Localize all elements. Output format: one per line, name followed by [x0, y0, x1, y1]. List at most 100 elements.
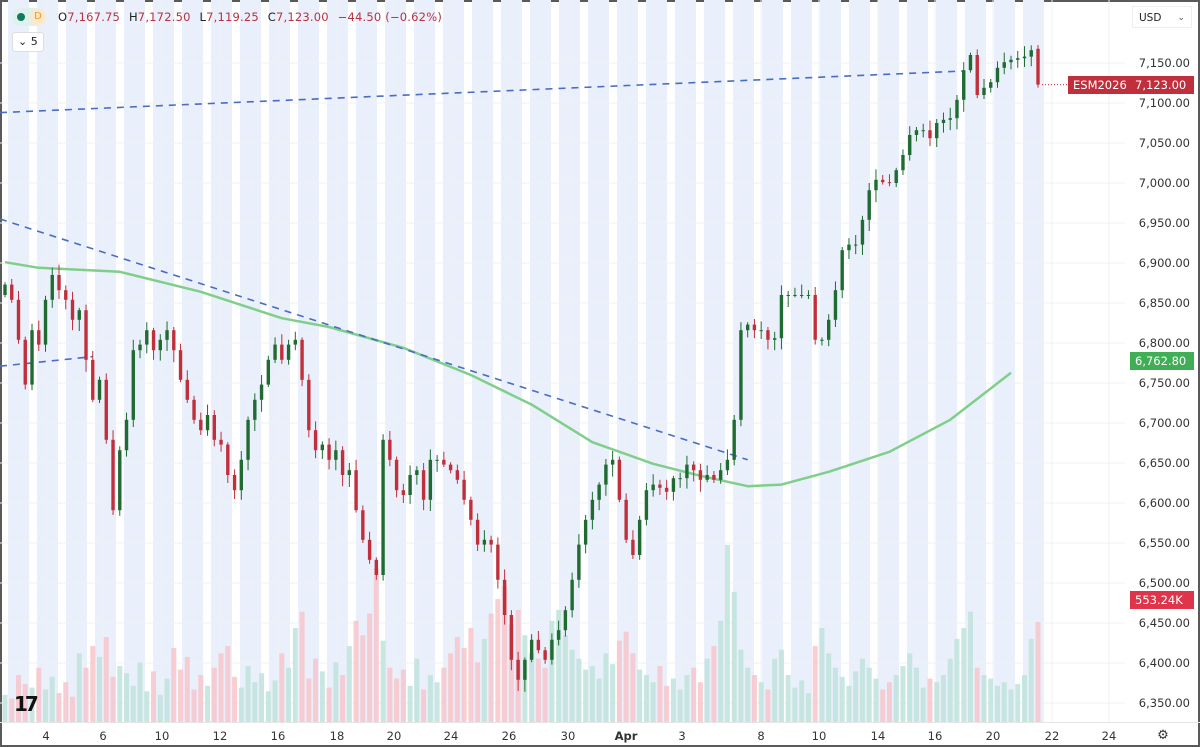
- volume-bar: [947, 658, 953, 722]
- market-open-dot-icon: [17, 13, 25, 21]
- volume-bar: [90, 646, 96, 722]
- candle: [280, 334, 284, 364]
- chevron-down-icon: ⌄: [18, 35, 28, 48]
- candle-body: [70, 299, 75, 320]
- candle-body: [300, 339, 304, 380]
- candle-body: [745, 324, 750, 331]
- candle: [887, 174, 892, 187]
- candle-body: [502, 579, 507, 615]
- candle: [334, 440, 338, 471]
- candle: [536, 631, 541, 654]
- candle-body: [37, 330, 41, 345]
- volume-bar: [299, 611, 305, 722]
- candle: [671, 475, 676, 501]
- candle-body: [313, 430, 318, 451]
- volume-bar: [866, 667, 872, 722]
- candle-body: [151, 330, 156, 351]
- indicators-collapse-button[interactable]: ⌄ 5: [12, 32, 44, 52]
- volume-bar: [245, 665, 251, 722]
- candle: [300, 337, 304, 387]
- candle: [962, 62, 966, 112]
- currency-selector[interactable]: USD ⌄: [1132, 6, 1192, 28]
- candle: [955, 95, 959, 130]
- candle: [529, 634, 534, 663]
- candle-body: [550, 639, 554, 660]
- volume-bar: [306, 678, 312, 722]
- candle: [57, 264, 61, 299]
- candle-body: [914, 130, 919, 135]
- candle: [766, 327, 770, 350]
- time-axis: 4 6 10 12 16 18 20 24 26 30 Apr 3 8 10 14 16 20 22 24: [42, 729, 1116, 743]
- candle-body: [651, 484, 655, 491]
- candle-body: [563, 610, 568, 631]
- volume-bar: [664, 685, 670, 722]
- time-tick-label: 6: [99, 729, 106, 743]
- tradingview-logo[interactable]: 17: [14, 692, 39, 716]
- candle-body: [84, 310, 88, 360]
- candle-body: [3, 284, 7, 295]
- volume-bar: [819, 628, 825, 722]
- volume-bar: [785, 675, 791, 722]
- candle: [509, 610, 514, 671]
- volume-bar: [792, 687, 798, 722]
- candle: [469, 496, 473, 526]
- volume-bar: [832, 667, 838, 722]
- candle-body: [415, 470, 419, 475]
- candle-body: [948, 118, 952, 120]
- candle-body: [867, 190, 871, 220]
- candle: [428, 449, 433, 511]
- candle: [151, 327, 156, 360]
- candle: [543, 647, 547, 664]
- volume-bar: [846, 685, 852, 722]
- candle-body: [138, 344, 142, 351]
- volume-bar: [461, 647, 467, 722]
- volume-bar: [279, 653, 285, 722]
- volume-bar: [1028, 638, 1034, 722]
- candle-body: [813, 295, 817, 340]
- settings-icon[interactable]: ⚙: [1157, 728, 1169, 743]
- volume-bar: [373, 568, 379, 722]
- candle: [178, 343, 183, 383]
- candle: [691, 461, 696, 482]
- volume-bar: [333, 662, 339, 722]
- time-tick-label: 18: [330, 729, 345, 743]
- trendline: [0, 355, 93, 367]
- candle-body: [718, 470, 723, 480]
- candle-body: [766, 330, 770, 340]
- candle-body: [820, 339, 824, 341]
- candle: [172, 327, 176, 363]
- candle: [253, 393, 257, 431]
- candle-body: [219, 439, 223, 445]
- price-tick-label: 7,050.00: [1139, 136, 1190, 150]
- volume-bar: [826, 653, 832, 722]
- candle-body: [286, 344, 291, 360]
- time-tick-label: 16: [271, 729, 286, 743]
- candle-body: [610, 459, 615, 465]
- volume-bar: [144, 691, 150, 722]
- session-band: [182, 0, 203, 722]
- market-status-indicator[interactable]: D: [12, 8, 46, 26]
- candle: [570, 572, 574, 618]
- candle-body: [806, 295, 811, 296]
- volume-bar: [238, 687, 244, 722]
- candle: [340, 446, 345, 487]
- volume-bar: [765, 689, 771, 722]
- candle-body: [489, 539, 493, 545]
- volume-bar: [124, 673, 130, 722]
- price-tick-label: 6,650.00: [1139, 456, 1190, 470]
- candle-body: [536, 639, 541, 651]
- volume-bar: [313, 658, 319, 722]
- candle: [286, 339, 291, 365]
- candle-body: [772, 338, 777, 340]
- volume-bar: [758, 682, 764, 722]
- time-tick-label: 24: [444, 729, 459, 743]
- session-band: [37, 0, 58, 722]
- candle-body: [759, 330, 763, 332]
- candle-body: [16, 299, 21, 340]
- candle-body: [577, 544, 581, 580]
- candle: [631, 530, 635, 559]
- volume-bar: [934, 682, 940, 722]
- session-band: [298, 0, 319, 722]
- candle-body: [1016, 58, 1020, 60]
